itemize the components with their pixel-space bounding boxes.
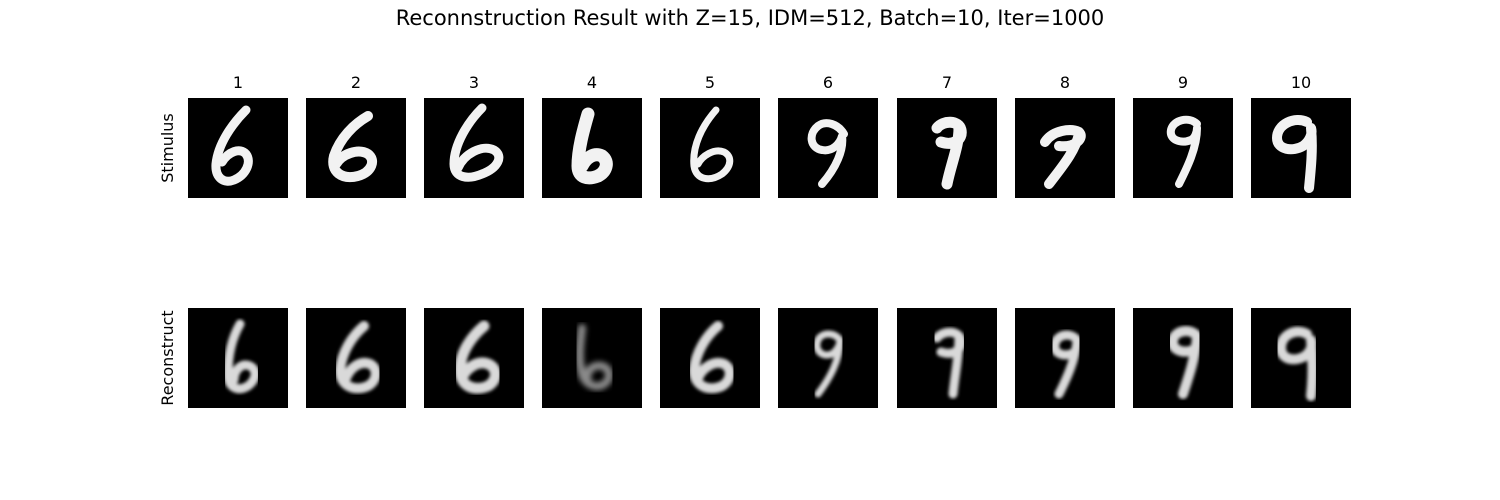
reconstruct-image-6 (778, 308, 878, 408)
stimulus-image-10 (1251, 98, 1351, 198)
stimulus-digit-3 (449, 103, 504, 182)
reconstruct-image-7 (897, 308, 997, 408)
stimulus-digit-2 (328, 111, 378, 182)
row-label-stimulus: Stimulus (158, 113, 177, 183)
column-label-7: 7 (941, 73, 953, 92)
figure-title: Reconnstruction Result with Z=15, IDM=51… (395, 6, 1105, 30)
reconstruct-digit-stroke-2 (335, 321, 381, 394)
stimulus-digit-4 (571, 107, 613, 185)
reconstruct-image-1 (188, 308, 288, 408)
stimulus-digit-7 (931, 116, 967, 190)
column-label-1: 1 (232, 73, 244, 92)
stimulus-image-2 (306, 98, 406, 198)
reconstruct-digit-1 (223, 319, 260, 394)
row-label-reconstruct: Reconstruct (158, 310, 177, 406)
stimulus-image-5 (660, 98, 760, 198)
column-label-8: 8 (1059, 73, 1071, 92)
reconstruct-image-9 (1133, 308, 1233, 408)
stimulus-digit-8 (1040, 125, 1086, 189)
stimulus-digit-stroke-3 (449, 103, 504, 182)
reconstruct-digit-2 (335, 321, 381, 394)
stimulus-digit-stroke-8 (1040, 125, 1086, 189)
reconstruct-digit-8 (1050, 330, 1082, 399)
reconstruct-image-5 (660, 308, 760, 408)
stimulus-digit-stroke-7 (931, 116, 967, 190)
reconstruct-digit-stroke-1 (223, 319, 260, 394)
stimulus-digit-10 (1272, 115, 1317, 193)
reconstruct-digit-10 (1276, 326, 1318, 401)
reconstruct-digit-stroke-8 (1050, 330, 1082, 399)
stimulus-digit-9 (1166, 115, 1201, 188)
stimulus-image-6 (778, 98, 878, 198)
stimulus-image-8 (1015, 98, 1115, 198)
stimulus-image-4 (542, 98, 642, 198)
reconstruct-digit-stroke-4 (575, 324, 613, 391)
reconstruct-digit-stroke-6 (813, 330, 844, 398)
reconstruct-digit-4 (575, 324, 613, 391)
reconstruct-digit-stroke-5 (689, 321, 735, 394)
reconstruct-image-3 (424, 308, 524, 408)
reconstruct-digit-6 (813, 330, 844, 398)
column-label-10: 10 (1290, 73, 1312, 92)
column-label-4: 4 (586, 73, 598, 92)
stimulus-digit-5 (690, 106, 734, 183)
stimulus-image-3 (424, 98, 524, 198)
reconstruct-digit-stroke-3 (454, 320, 501, 394)
stimulus-image-9 (1133, 98, 1233, 198)
column-label-6: 6 (822, 73, 834, 92)
column-label-2: 2 (350, 73, 362, 92)
stimulus-digit-stroke-4 (571, 107, 613, 185)
reconstruct-image-8 (1015, 308, 1115, 408)
reconstruct-image-10 (1251, 308, 1351, 408)
reconstruct-digit-stroke-7 (932, 327, 966, 399)
stimulus-image-1 (188, 98, 288, 198)
stimulus-digit-stroke-9 (1166, 115, 1201, 188)
reconstruct-digit-7 (932, 327, 966, 399)
reconstruct-digit-stroke-10 (1276, 326, 1318, 401)
reconstruct-image-4 (542, 308, 642, 408)
stimulus-digit-1 (211, 105, 253, 186)
reconstruct-digit-9 (1167, 326, 1202, 399)
stimulus-digit-stroke-10 (1272, 115, 1317, 193)
stimulus-image-7 (897, 98, 997, 198)
stimulus-digit-stroke-1 (211, 105, 253, 186)
reconstruct-digit-5 (689, 321, 735, 394)
column-label-5: 5 (704, 73, 716, 92)
column-label-9: 9 (1177, 73, 1189, 92)
stimulus-digit-stroke-6 (807, 119, 848, 188)
reconstruct-image-2 (306, 308, 406, 408)
stimulus-digit-6 (807, 119, 848, 188)
column-label-3: 3 (468, 73, 480, 92)
stimulus-digit-stroke-2 (328, 111, 378, 182)
reconstruct-digit-stroke-9 (1167, 326, 1202, 399)
reconstruct-digit-3 (454, 320, 501, 394)
stimulus-digit-stroke-5 (690, 106, 734, 183)
